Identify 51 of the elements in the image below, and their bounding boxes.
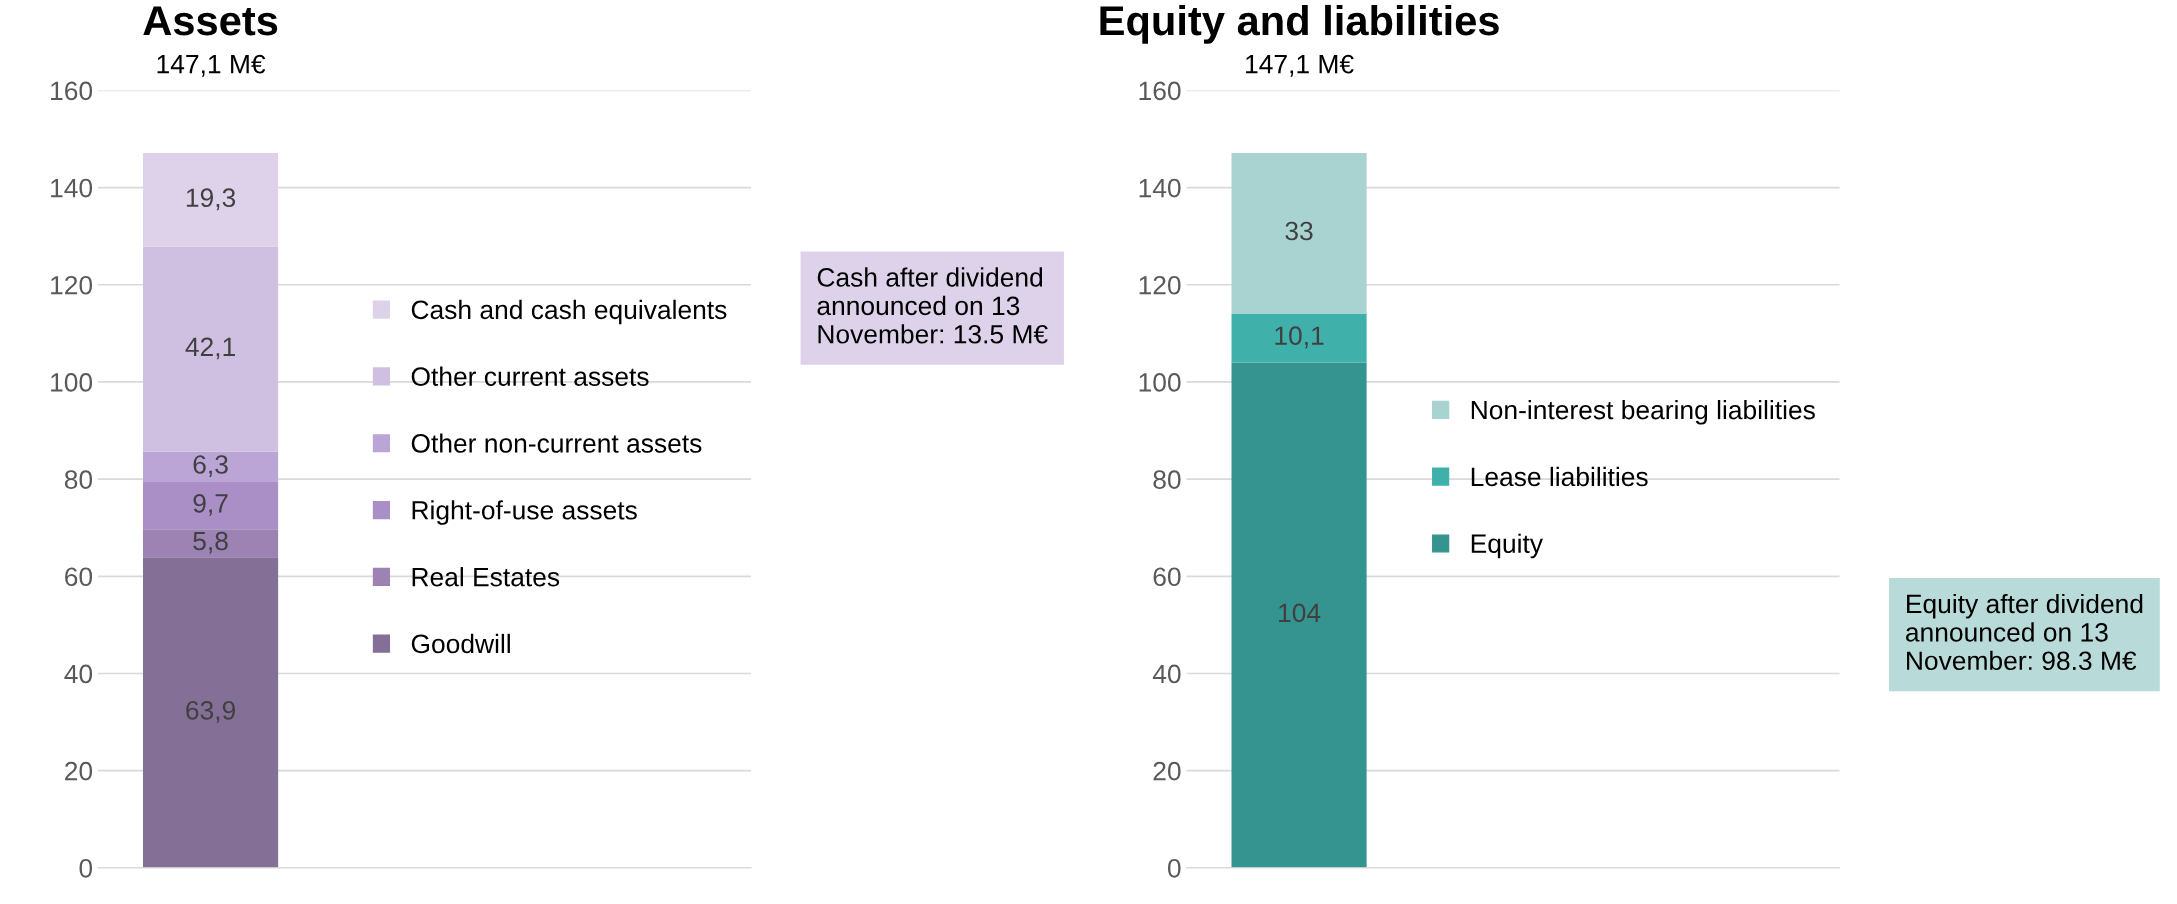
- bar: [143, 557, 279, 868]
- bar: [143, 482, 279, 530]
- data-label: 9,7: [193, 494, 228, 516]
- y-tick-label: 100: [1139, 373, 1181, 392]
- chart-subtitle: 147,1 M€: [157, 54, 266, 77]
- y-tick-label: 60: [1153, 567, 1181, 587]
- legend-label: Non-interest bearing liabilities: [1471, 400, 1815, 425]
- y-tick-label: 40: [1152, 664, 1181, 684]
- y-tick-label: 160: [51, 81, 93, 101]
- y-tick-label: 20: [65, 761, 93, 781]
- y-tick-label: 0: [1167, 858, 1181, 878]
- data-label: 5,8: [193, 531, 228, 554]
- chart-title: Assets: [143, 6, 278, 36]
- chart-title: Equity and liabilities: [1100, 4, 1499, 44]
- legend-label: Goodwill: [411, 633, 510, 654]
- bar: [143, 153, 279, 247]
- legend-label: Right-of-use assets: [412, 500, 637, 525]
- legend-label: Cash and cash equivalents: [411, 299, 727, 325]
- bar: [1231, 313, 1367, 363]
- y-tick-label: 60: [65, 567, 93, 587]
- bar: [143, 246, 279, 452]
- y-tick-label: 20: [1153, 761, 1181, 781]
- legend-label: Real Estates: [412, 567, 560, 587]
- bar: [1231, 362, 1367, 868]
- y-tick-label: 100: [51, 373, 93, 392]
- text: Cash after dividend announced on 13 November: 13.5 M€: [817, 267, 1048, 344]
- y-tick-label: 80: [1153, 470, 1181, 489]
- legend-label: Other non-current assets: [411, 433, 702, 453]
- data-label: 6,3: [193, 455, 228, 477]
- y-tick-label: 80: [64, 470, 93, 489]
- data-label: 63,9: [186, 700, 235, 723]
- bar: [1231, 153, 1367, 314]
- data-label: 33: [1285, 221, 1313, 241]
- data-label: 10,1: [1275, 326, 1324, 349]
- bar: [143, 451, 279, 483]
- data-label: 104: [1279, 603, 1321, 623]
- y-tick-label: 160: [1139, 81, 1181, 101]
- y-tick-label: 140: [51, 178, 93, 198]
- data-label: 42,1: [185, 337, 235, 360]
- text: Equity after dividend announced on 13 November: 98.3 M€: [1906, 593, 2143, 671]
- chart-subtitle: 147,1 M€: [1246, 54, 1354, 77]
- legend-label: Lease liabilities: [1471, 466, 1648, 487]
- y-tick-label: 140: [1139, 178, 1181, 198]
- y-tick-label: 40: [64, 664, 93, 684]
- legend-label: Equity: [1471, 533, 1543, 559]
- y-tick-label: 120: [51, 275, 93, 295]
- y-tick-label: 120: [1139, 275, 1181, 295]
- legend-label: Other current assets: [411, 366, 649, 386]
- bar: [143, 529, 279, 558]
- y-tick-label: 0: [79, 858, 93, 878]
- data-label: 19,3: [186, 188, 236, 211]
